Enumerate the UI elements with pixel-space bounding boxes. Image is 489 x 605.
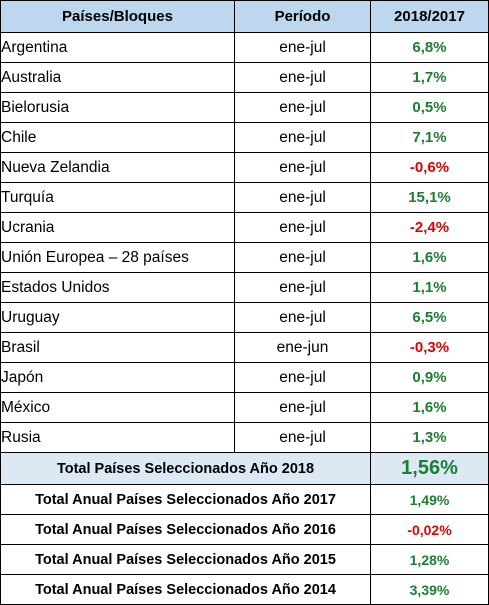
period-cell: ene-jun bbox=[234, 332, 371, 363]
country-cell: Chile bbox=[0, 122, 235, 153]
table-row: Turquía ene-jul 15,1% bbox=[0, 182, 489, 213]
change-cell: 1,1% bbox=[370, 272, 489, 303]
header-row: Países/Bloques Período 2018/2017 bbox=[0, 0, 489, 33]
header-period: Período bbox=[234, 0, 371, 33]
annual-total-row: Total Anual Países Seleccionados Año 201… bbox=[0, 514, 489, 545]
country-cell: Rusia bbox=[0, 422, 235, 453]
country-cell: Unión Europea – 28 países bbox=[0, 242, 235, 273]
change-cell: -0,6% bbox=[370, 152, 489, 183]
period-cell: ene-jul bbox=[234, 392, 371, 423]
country-cell: México bbox=[0, 392, 235, 423]
annual-total-label: Total Anual Países Seleccionados Año 201… bbox=[0, 574, 371, 605]
country-cell: Japón bbox=[0, 362, 235, 393]
table-row: Bielorusia ene-jul 0,5% bbox=[0, 92, 489, 123]
period-cell: ene-jul bbox=[234, 182, 371, 213]
period-cell: ene-jul bbox=[234, 62, 371, 93]
annual-total-value: -0,02% bbox=[370, 514, 489, 545]
change-cell: 0,5% bbox=[370, 92, 489, 123]
period-cell: ene-jul bbox=[234, 122, 371, 153]
table-row: Unión Europea – 28 países ene-jul 1,6% bbox=[0, 242, 489, 273]
country-cell: Argentina bbox=[0, 32, 235, 63]
period-cell: ene-jul bbox=[234, 92, 371, 123]
period-cell: ene-jul bbox=[234, 152, 371, 183]
total-selected-row: Total Países Seleccionados Año 2018 1,56% bbox=[0, 452, 489, 485]
annual-total-value: 3,39% bbox=[370, 574, 489, 605]
table-row: Nueva Zelandia ene-jul -0,6% bbox=[0, 152, 489, 183]
header-change: 2018/2017 bbox=[370, 0, 489, 33]
table-row: Australia ene-jul 1,7% bbox=[0, 62, 489, 93]
change-cell: 1,3% bbox=[370, 422, 489, 453]
change-cell: 6,5% bbox=[370, 302, 489, 333]
period-cell: ene-jul bbox=[234, 242, 371, 273]
table-row: Japón ene-jul 0,9% bbox=[0, 362, 489, 393]
country-cell: Estados Unidos bbox=[0, 272, 235, 303]
change-cell: 15,1% bbox=[370, 182, 489, 213]
period-cell: ene-jul bbox=[234, 302, 371, 333]
table-header: Países/Bloques Período 2018/2017 bbox=[0, 0, 489, 33]
annual-total-value: 1,49% bbox=[370, 484, 489, 515]
header-country: Países/Bloques bbox=[0, 0, 235, 33]
table-row: Brasil ene-jun -0,3% bbox=[0, 332, 489, 363]
change-cell: 6,8% bbox=[370, 32, 489, 63]
country-cell: Australia bbox=[0, 62, 235, 93]
change-cell: 7,1% bbox=[370, 122, 489, 153]
country-cell: Bielorusia bbox=[0, 92, 235, 123]
annual-total-label: Total Anual Países Seleccionados Año 201… bbox=[0, 544, 371, 575]
table-row: Chile ene-jul 7,1% bbox=[0, 122, 489, 153]
period-cell: ene-jul bbox=[234, 422, 371, 453]
table-row: Estados Unidos ene-jul 1,1% bbox=[0, 272, 489, 303]
change-cell: 0,9% bbox=[370, 362, 489, 393]
period-cell: ene-jul bbox=[234, 32, 371, 63]
annual-total-row: Total Anual Países Seleccionados Año 201… bbox=[0, 574, 489, 605]
change-cell: -2,4% bbox=[370, 212, 489, 243]
annual-total-value: 1,28% bbox=[370, 544, 489, 575]
table-row: Argentina ene-jul 6,8% bbox=[0, 32, 489, 63]
annual-total-label: Total Anual Países Seleccionados Año 201… bbox=[0, 484, 371, 515]
table-row: Ucrania ene-jul -2,4% bbox=[0, 212, 489, 243]
change-cell: 1,6% bbox=[370, 242, 489, 273]
table-body: Argentina ene-jul 6,8% Australia ene-jul 1,7%… bbox=[0, 32, 489, 605]
total-selected-value: 1,56% bbox=[370, 452, 489, 485]
country-cell: Uruguay bbox=[0, 302, 235, 333]
period-cell: ene-jul bbox=[234, 272, 371, 303]
country-cell: Nueva Zelandia bbox=[0, 152, 235, 183]
annual-total-label: Total Anual Países Seleccionados Año 201… bbox=[0, 514, 371, 545]
change-cell: -0,3% bbox=[370, 332, 489, 363]
country-cell: Turquía bbox=[0, 182, 235, 213]
period-cell: ene-jul bbox=[234, 212, 371, 243]
period-cell: ene-jul bbox=[234, 362, 371, 393]
annual-total-row: Total Anual Países Seleccionados Año 201… bbox=[0, 544, 489, 575]
change-cell: 1,7% bbox=[370, 62, 489, 93]
annual-total-row: Total Anual Países Seleccionados Año 201… bbox=[0, 484, 489, 515]
table-row: Rusia ene-jul 1,3% bbox=[0, 422, 489, 453]
table-row: Uruguay ene-jul 6,5% bbox=[0, 302, 489, 333]
country-cell: Brasil bbox=[0, 332, 235, 363]
country-cell: Ucrania bbox=[0, 212, 235, 243]
change-cell: 1,6% bbox=[370, 392, 489, 423]
table-row: México ene-jul 1,6% bbox=[0, 392, 489, 423]
total-selected-label: Total Países Seleccionados Año 2018 bbox=[0, 452, 371, 485]
